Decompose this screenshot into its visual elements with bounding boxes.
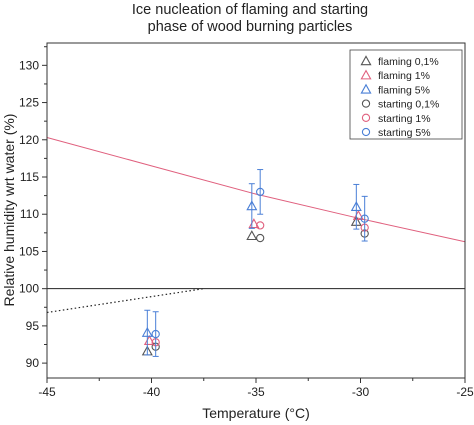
x-axis-label: Temperature (°C)	[202, 405, 310, 421]
legend-marker	[361, 113, 371, 122]
series-5	[151, 169, 369, 357]
series-4	[151, 221, 369, 347]
y-tick-label: 100	[19, 282, 39, 296]
y-tick-label: 115	[20, 170, 39, 184]
chart-title-line-2: phase of wood burning particles	[148, 19, 353, 35]
x-tick-label: -25	[456, 385, 474, 399]
legend-entry-label: starting 0,1%	[378, 99, 439, 111]
axis-ticks: -45 -40 -35 -30 -25 90 95 100 105 110 115 120 125 130	[19, 46, 474, 399]
legend-marker	[360, 83, 372, 94]
legend-entry-label: starting 1%	[378, 113, 431, 125]
legend: flaming 0,1% flaming 1% flaming 5% starting…	[349, 49, 463, 140]
y-tick-label: 130	[19, 58, 39, 72]
x-tick-label: -35	[247, 385, 265, 399]
legend-entry-label: flaming 5%	[378, 84, 430, 96]
data-point	[256, 221, 265, 230]
y-axis-label: Relative humidity wrt water (%)	[1, 114, 17, 307]
legend-entry-label: flaming 0,1%	[378, 56, 439, 68]
legend-entry-label: starting 5%	[378, 127, 431, 139]
y-tick-label: 125	[19, 96, 39, 110]
data-point	[256, 187, 265, 197]
ice-saturation-curve	[46, 137, 466, 243]
legend-marker	[361, 99, 371, 108]
chart-title-line-1: Ice nucleation of flaming and starting	[132, 2, 368, 18]
x-tick-label: -30	[352, 385, 370, 399]
y-tick-label: 90	[26, 356, 40, 370]
chart-title: Ice nucleation of flaming and starting p…	[132, 2, 368, 35]
legend-marker	[361, 127, 371, 137]
series-0	[141, 215, 362, 356]
legend-marker	[360, 55, 372, 66]
y-tick-label: 95	[26, 319, 40, 333]
y-tick-label: 120	[19, 133, 39, 147]
data-point	[246, 230, 258, 241]
data-point	[256, 233, 265, 243]
data-point	[360, 214, 369, 223]
data-point	[141, 326, 153, 337]
y-tick-label: 105	[19, 244, 39, 258]
data-point	[151, 329, 160, 339]
plot-area	[46, 137, 466, 357]
series-1	[143, 209, 364, 346]
legend-marker	[360, 69, 372, 80]
dotted-reference-line	[46, 288, 204, 314]
x-tick-label: -40	[143, 385, 161, 399]
x-tick-label: -45	[38, 385, 56, 399]
data-point	[350, 201, 362, 212]
legend-entry-label: flaming 1%	[378, 70, 430, 82]
series-2	[141, 183, 362, 356]
data-point	[246, 200, 258, 211]
y-tick-label: 110	[20, 207, 39, 221]
series-3	[151, 229, 369, 351]
